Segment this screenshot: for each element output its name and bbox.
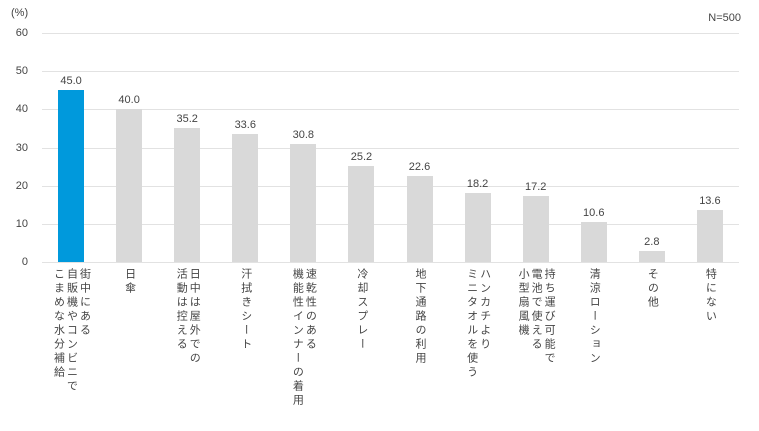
category-label: 持ち運び可能で 電池で使える 小型扇風機: [517, 268, 556, 366]
bar-group: 25.2: [332, 33, 390, 262]
category-label: 清涼ローション: [588, 268, 601, 366]
category-label-slot: 持ち運び可能で 電池で使える 小型扇風機: [507, 268, 565, 431]
bar: [290, 144, 317, 262]
bar: [638, 251, 665, 262]
category-label-slot: その他: [623, 268, 681, 431]
gridline: [42, 109, 739, 111]
category-label: 街中にある 自販機やコンビニで こまめな水分補給: [52, 268, 91, 394]
category-label-slot: 日中は屋外での 活動は控える: [158, 268, 216, 431]
category-label-slot: 日傘: [100, 268, 158, 431]
y-axis-tick-label: 60: [15, 27, 28, 39]
gridline: [42, 71, 739, 73]
category-labels: 街中にある 自販機やコンビニで こまめな水分補給 日傘 日中は屋外での 活動は控える…: [42, 268, 739, 431]
bar-group: 10.6: [565, 33, 623, 262]
category-label-slot: 清涼ローション: [565, 268, 623, 431]
category-label: 速乾性のある 機能性インナーの着用: [291, 268, 317, 408]
gridlines-layer: [42, 33, 739, 263]
bar: [174, 127, 201, 262]
y-axis-tick-label: 10: [15, 217, 28, 230]
bar-value-label: 30.8: [292, 129, 315, 142]
category-label: 日中は屋外での 活動は控える: [175, 268, 201, 366]
category-label-slot: 街中にある 自販機やコンビニで こまめな水分補給: [42, 268, 100, 431]
category-label: ハンカチより ミニタオルを使う: [465, 268, 491, 380]
bar-value-label: 22.6: [408, 160, 431, 173]
bar-group: 13.6: [681, 33, 739, 262]
bar-group: 40.0: [100, 33, 158, 262]
bar: [58, 90, 85, 262]
category-label-slot: ハンカチより ミニタオルを使う: [449, 268, 507, 431]
bar-value-label: 45.0: [60, 75, 82, 88]
bar: [580, 221, 607, 262]
gridline: [42, 147, 739, 149]
bar-group: 2.8: [623, 33, 681, 262]
bar-value-label: 2.8: [644, 236, 660, 249]
category-label-slot: 冷却スプレー: [332, 268, 390, 431]
category-label-slot: 特にない: [681, 268, 739, 431]
bar-group: 33.6: [216, 33, 274, 262]
bar-group: 45.0: [42, 33, 100, 262]
category-label: 特にない: [704, 268, 717, 324]
bars-area: 45.0 40.0 35.2 33.6 30.8 25.2 22.6 18.2 17.2 10.6…: [42, 33, 739, 262]
bar-group: 22.6: [390, 33, 448, 262]
category-label-slot: 速乾性のある 機能性インナーの着用: [274, 268, 332, 431]
category-label: 日傘: [123, 268, 136, 296]
bar-value-label: 17.2: [524, 181, 547, 194]
sample-size-label: N=500: [708, 12, 741, 24]
bar-value-label: 18.2: [466, 177, 489, 190]
bar-value-label: 40.0: [118, 94, 140, 107]
gridline: [42, 33, 739, 34]
category-label: 冷却スプレー: [355, 268, 368, 352]
category-label: その他: [646, 268, 659, 310]
y-axis-ticks: 0 10 20 30 40 50 60: [0, 27, 28, 268]
bar-value-label: 33.6: [234, 118, 256, 131]
bar-group: 35.2: [158, 33, 216, 262]
bar: [116, 109, 143, 262]
bar: [406, 175, 433, 262]
category-label-slot: 汗拭きシート: [216, 268, 274, 431]
gridline: [42, 223, 739, 225]
bar-value-label: 10.6: [583, 206, 605, 219]
category-label: 地下通路の利用: [414, 268, 426, 366]
y-axis-tick-label: 50: [15, 65, 28, 78]
bar: [522, 196, 549, 262]
y-axis-tick-label: 40: [15, 103, 28, 116]
bar-value-label: 25.2: [350, 150, 373, 163]
bar-group: 18.2: [449, 33, 507, 262]
y-axis-unit-label: (%): [11, 7, 29, 19]
bar-value-label: 13.6: [699, 195, 721, 208]
bar-group: 30.8: [274, 33, 332, 262]
bar: [464, 192, 491, 262]
gridline: [42, 262, 739, 263]
y-axis-tick-label: 30: [15, 141, 28, 154]
bar-group: 17.2: [507, 33, 565, 262]
bar: [696, 210, 723, 262]
y-axis-tick-label: 0: [21, 256, 28, 268]
bar-value-label: 35.2: [176, 112, 198, 125]
category-label-slot: 地下通路の利用: [390, 268, 448, 431]
gridline: [42, 185, 739, 187]
bar: [348, 165, 375, 262]
y-axis-tick-label: 20: [15, 179, 28, 192]
bar: [232, 133, 259, 262]
category-label: 汗拭きシート: [239, 268, 252, 352]
